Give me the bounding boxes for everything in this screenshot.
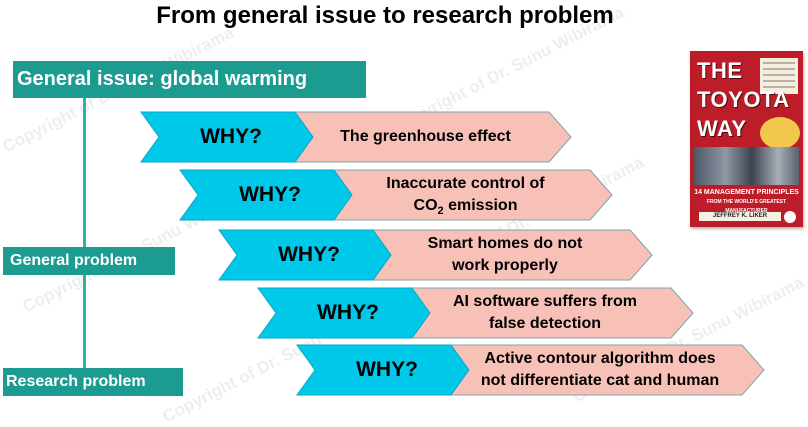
reason-text: Active contour algorithm does not differe…	[454, 348, 746, 392]
reason-line: Smart homes do not	[427, 235, 583, 252]
book-title-line-3: WAY	[697, 116, 747, 141]
why-chain-diagram	[140, 111, 765, 396]
page-title: From general issue to research problem	[156, 2, 614, 29]
book-blurb-panel	[760, 58, 798, 94]
why-chevron	[296, 344, 470, 396]
reason-text: AI software suffers from false detection	[415, 291, 675, 335]
hierarchy-connector-line	[83, 88, 86, 370]
reason-line: AI software suffers from	[452, 293, 638, 310]
book-subtitle-line-2: FROM THE WORLD'S GREATEST MANUFACTURER	[706, 199, 787, 214]
reason-line: Inaccurate control of	[386, 175, 545, 192]
why-label: WHY?	[278, 243, 340, 266]
publisher-logo-icon	[784, 211, 796, 223]
reason-line: false detection	[488, 315, 602, 332]
why-label: WHY?	[317, 301, 379, 324]
why-chevron	[140, 111, 314, 163]
why-label: WHY?	[356, 358, 418, 381]
why-label: WHY?	[239, 183, 301, 206]
why-chevron	[218, 229, 392, 281]
reason-line: The greenhouse effect	[340, 128, 511, 145]
research-problem-label: Research problem	[3, 368, 183, 396]
reason-text: The greenhouse effect	[298, 126, 553, 148]
reason-text: Smart homes do not work properly	[376, 233, 634, 277]
book-title-line-2: TOYOTA	[697, 87, 790, 112]
reason-line: Active contour algorithm does	[484, 350, 716, 367]
why-label: WHY?	[200, 125, 262, 148]
book-factory-photo	[694, 147, 799, 185]
book-title-line-1: THE	[697, 58, 743, 83]
general-issue-label: General issue: global warming	[13, 61, 366, 98]
toyota-way-book-cover: THE TOYOTA WAY 14 MANAGEMENT PRINCIPLES …	[690, 51, 803, 227]
reason-line: not differentiate cat and human	[480, 372, 720, 389]
book-subtitle-line-1: 14 MANAGEMENT PRINCIPLES	[694, 189, 799, 196]
book-author-name: JEFFREY K. LIKER	[712, 213, 768, 219]
why-chevron	[179, 169, 353, 221]
reason-text: Inaccurate control of CO2 emission	[337, 173, 594, 222]
reason-line: CO2 emission	[413, 197, 518, 218]
book-author: JEFFREY K. LIKER	[699, 212, 781, 221]
general-problem-label: General problem	[3, 247, 175, 275]
reason-line: work properly	[452, 257, 558, 274]
book-badge	[760, 117, 800, 149]
why-chevron	[257, 287, 431, 339]
